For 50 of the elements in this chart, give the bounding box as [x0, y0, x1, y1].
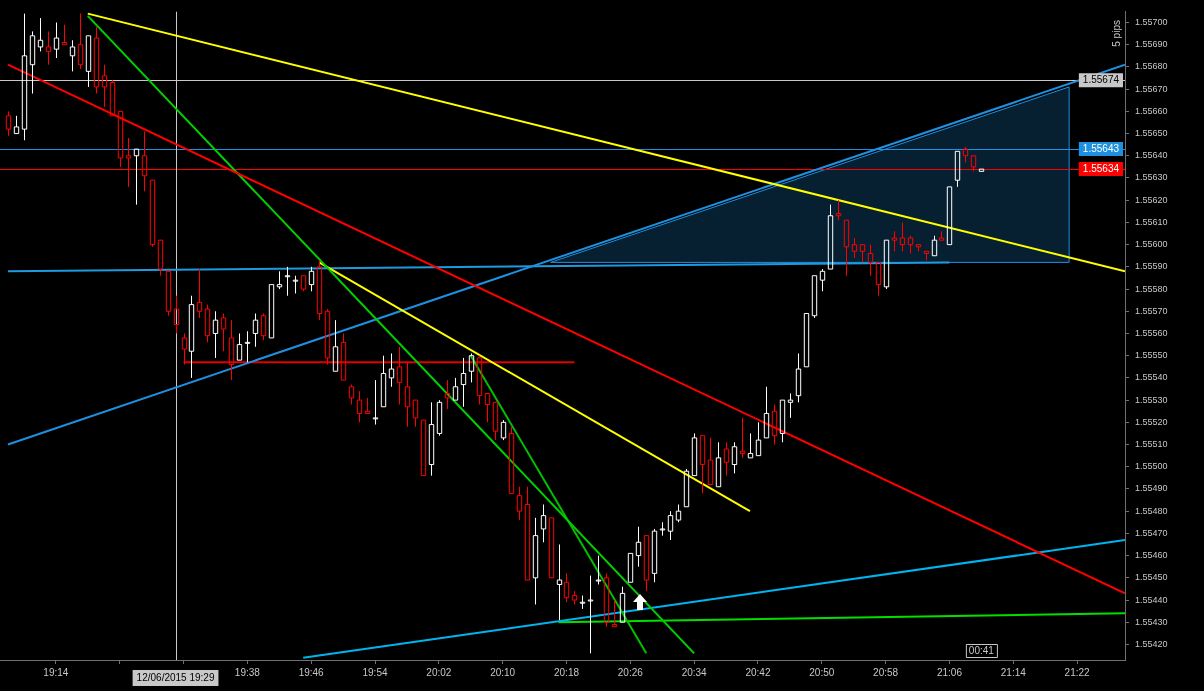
y-tick-label: 1.55500	[1135, 461, 1168, 472]
y-tick-label: 1.55680	[1135, 61, 1168, 72]
x-tick-label: 21:22	[1064, 666, 1091, 678]
x-tick-label: 21:06	[936, 666, 963, 678]
x-tick-label: 20:42	[745, 666, 771, 678]
y-tick-label: 1.55630	[1135, 172, 1168, 183]
y-tick-label: 1.55440	[1135, 594, 1168, 605]
y-tick-label: 1.55510	[1135, 439, 1168, 450]
y-tick-label: 1.55670	[1135, 83, 1168, 94]
ref-line-label: 12/06/2015 19:29	[136, 671, 215, 683]
x-tick-label: 19:38	[234, 666, 261, 678]
annotation: 5 pips	[1110, 20, 1122, 47]
y-tick-label: 1.55530	[1135, 394, 1168, 405]
y-tick-label: 1.55430	[1135, 616, 1168, 627]
y-tick-label: 1.55640	[1135, 150, 1168, 161]
x-tick-label: 20:26	[617, 666, 644, 678]
x-tick-label: 19:14	[43, 666, 69, 678]
y-tick-label: 1.55600	[1135, 239, 1168, 250]
y-tick-label: 1.55420	[1135, 638, 1168, 649]
y-tick-label: 1.55580	[1135, 283, 1168, 294]
annotation: 00:41	[968, 644, 995, 656]
y-tick-label: 1.55540	[1135, 372, 1168, 383]
x-tick-label: 20:58	[873, 666, 899, 678]
ref-line-label: 1.55634	[1082, 162, 1120, 174]
y-tick-label: 1.55560	[1135, 327, 1168, 338]
ref-line-label: 1.55643	[1082, 142, 1120, 154]
y-tick-label: 1.55570	[1135, 305, 1168, 316]
y-tick-label: 1.55520	[1135, 416, 1168, 427]
y-tick-label: 1.55480	[1135, 505, 1168, 516]
y-tick-label: 1.55700	[1135, 16, 1168, 27]
y-tick-label: 1.55460	[1135, 550, 1168, 561]
y-tick-label: 1.55620	[1135, 194, 1168, 205]
y-tick-label: 1.55490	[1135, 483, 1168, 494]
y-tick-label: 1.55650	[1135, 128, 1168, 139]
x-tick-label: 20:50	[809, 666, 835, 678]
y-tick-label: 1.55690	[1135, 39, 1168, 50]
x-tick-label: 20:18	[553, 666, 580, 678]
x-tick-label: 19:46	[298, 666, 325, 678]
y-tick-label: 1.55590	[1135, 261, 1168, 272]
x-tick-label: 20:34	[681, 666, 708, 678]
x-tick-label: 21:14	[1000, 666, 1027, 678]
y-tick-label: 1.55660	[1135, 105, 1168, 116]
y-tick-label: 1.55470	[1135, 527, 1168, 538]
x-tick-label: 20:02	[426, 666, 452, 678]
ref-line-label: 1.55674	[1082, 74, 1120, 86]
y-tick-label: 1.55450	[1135, 572, 1168, 583]
x-tick-label: 20:10	[490, 666, 516, 678]
y-tick-label: 1.55550	[1135, 350, 1168, 361]
y-tick-label: 1.55610	[1135, 216, 1168, 227]
x-tick-label: 19:54	[362, 666, 388, 678]
